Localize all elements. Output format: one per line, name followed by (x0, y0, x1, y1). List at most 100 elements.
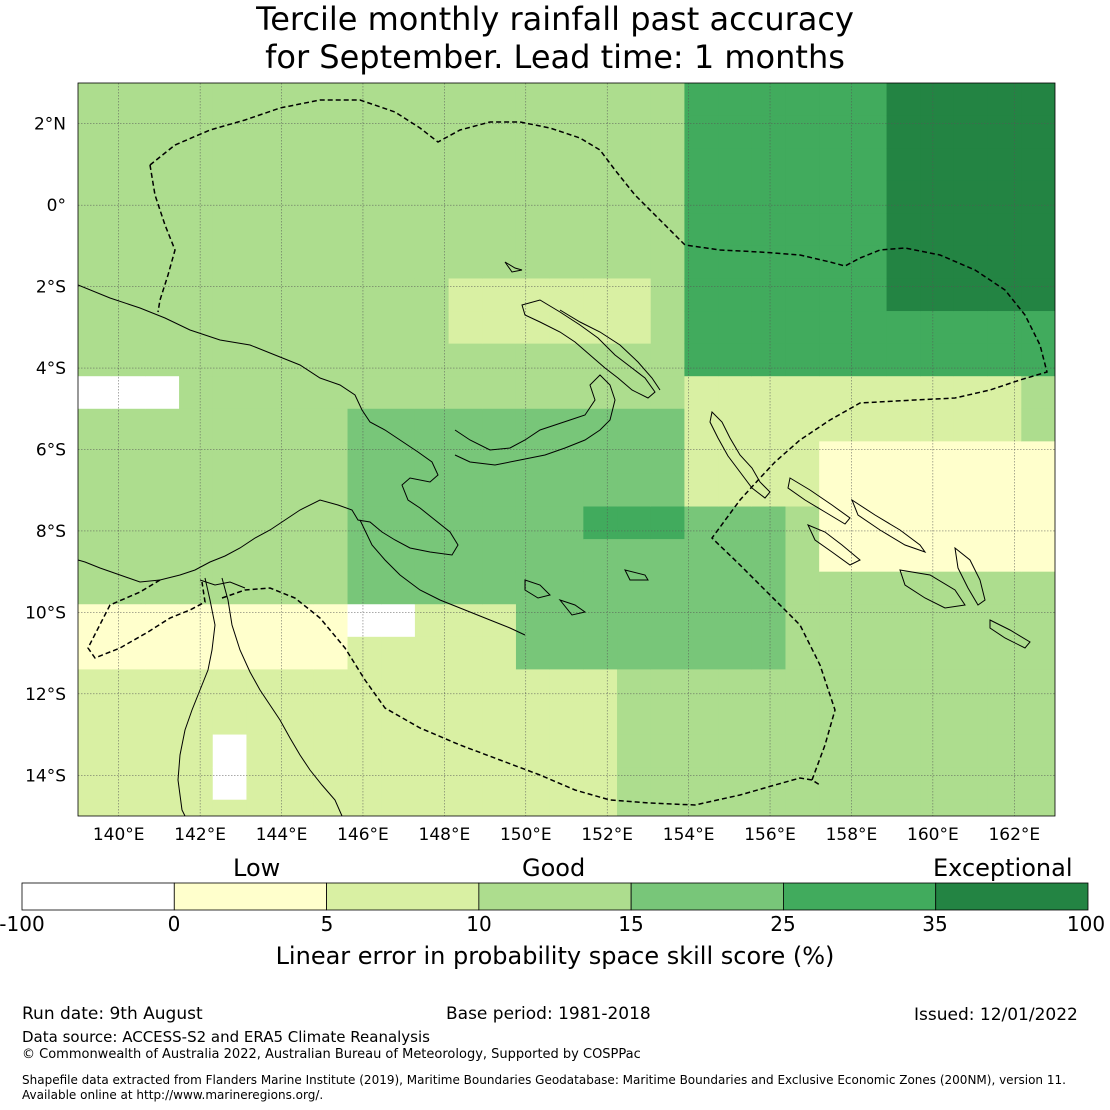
skill-cell (852, 83, 888, 117)
skill-cell (920, 376, 955, 410)
skill-cell (212, 180, 247, 214)
skill-cell (718, 799, 753, 816)
skill-cell (852, 408, 888, 442)
skill-cell (448, 311, 483, 345)
skill-cell (515, 83, 551, 117)
skill-cell (280, 799, 315, 816)
skill-cell (751, 506, 786, 540)
skill-cell (145, 83, 180, 117)
skill-cell (313, 799, 349, 816)
skill-cell (179, 636, 214, 670)
skill-cell (953, 441, 989, 475)
eez-png-south (87, 579, 206, 659)
skill-cell (549, 441, 584, 475)
colorbar (21, 882, 1089, 911)
colorbar-tick: 0 (167, 912, 181, 936)
skill-cell (381, 311, 416, 345)
skill-cell (313, 278, 349, 312)
skill-cell (852, 180, 888, 214)
longitude-tick-label: 154°E (663, 825, 715, 845)
skill-cell (886, 311, 921, 345)
skill-cell (482, 343, 517, 377)
skill-cell (987, 408, 1022, 442)
skill-cell (684, 408, 719, 442)
skill-cell (212, 799, 247, 816)
skill-cell (751, 408, 786, 442)
skill-cell (313, 734, 349, 768)
skill-cell (111, 701, 146, 736)
skill-cell (145, 343, 180, 377)
skill-cell (78, 604, 113, 638)
longitude-tick-label: 162°E (988, 825, 1040, 845)
skill-cell (819, 148, 854, 182)
skill-cell (313, 343, 349, 377)
skill-cell (886, 343, 921, 377)
skill-cell (617, 604, 652, 638)
skill-cell (414, 669, 450, 703)
skill-cell (179, 539, 214, 573)
skill-cell (617, 799, 652, 816)
skill-cell (751, 115, 786, 149)
skill-cell (650, 343, 685, 377)
skill-cell (414, 278, 450, 312)
skill-cell (347, 311, 382, 345)
skill-cell (448, 799, 483, 816)
skill-cell (549, 278, 584, 312)
skill-cell (886, 213, 921, 247)
skill-cell (414, 539, 450, 573)
skill-cell (819, 734, 854, 768)
skill-cell (1021, 441, 1055, 475)
skill-cell (650, 604, 685, 638)
skill-cell (280, 115, 315, 149)
colorbar-swatch (935, 882, 1089, 911)
skill-cell (785, 767, 820, 801)
skill-cell (482, 669, 517, 703)
skill-cell (515, 278, 551, 312)
skill-cell (785, 441, 820, 475)
coastline-santa-isabel (850, 498, 927, 553)
skill-cell (650, 180, 685, 214)
skill-cell (482, 115, 517, 149)
skill-cell (684, 734, 719, 768)
skill-cell (313, 115, 349, 149)
coastline-guadalcanal (899, 569, 966, 609)
skill-cell (549, 115, 584, 149)
skill-cell (78, 148, 113, 182)
skill-cell (212, 311, 247, 345)
skill-cell (953, 636, 989, 670)
skill-cell (819, 213, 854, 247)
skill-cell (617, 701, 652, 736)
skill-cell (886, 83, 921, 117)
skill-cell (246, 343, 281, 377)
skill-cell (179, 213, 214, 247)
skill-cell (1021, 278, 1055, 312)
skill-cell (111, 278, 146, 312)
skill-cell (145, 408, 180, 442)
skill-cell (852, 213, 888, 247)
skill-cell (852, 311, 888, 345)
skill-cell (414, 799, 450, 816)
skill-cell (549, 767, 584, 801)
skill-cell (381, 636, 416, 670)
skill-cell (583, 799, 618, 816)
skill-cell (886, 734, 921, 768)
skill-cell (819, 473, 854, 508)
skill-cell (78, 799, 113, 816)
skill-cell (448, 539, 483, 573)
skill-cell (1021, 408, 1055, 442)
skill-cell (987, 441, 1022, 475)
skill-cell (819, 604, 854, 638)
skill-cell (819, 376, 854, 410)
longitude-tick-label: 150°E (500, 825, 552, 845)
skill-cell (953, 115, 989, 149)
chart-title: Tercile monthly rainfall past accuracy f… (0, 0, 1110, 76)
skill-cell (280, 539, 315, 573)
skill-cell (280, 571, 315, 605)
skill-cell (280, 180, 315, 214)
skill-cell (1021, 115, 1055, 149)
skill-cell (515, 636, 551, 670)
skill-cell (381, 539, 416, 573)
skill-cell (313, 311, 349, 345)
skill-cell (246, 278, 281, 312)
colorbar-swatch (783, 882, 937, 911)
